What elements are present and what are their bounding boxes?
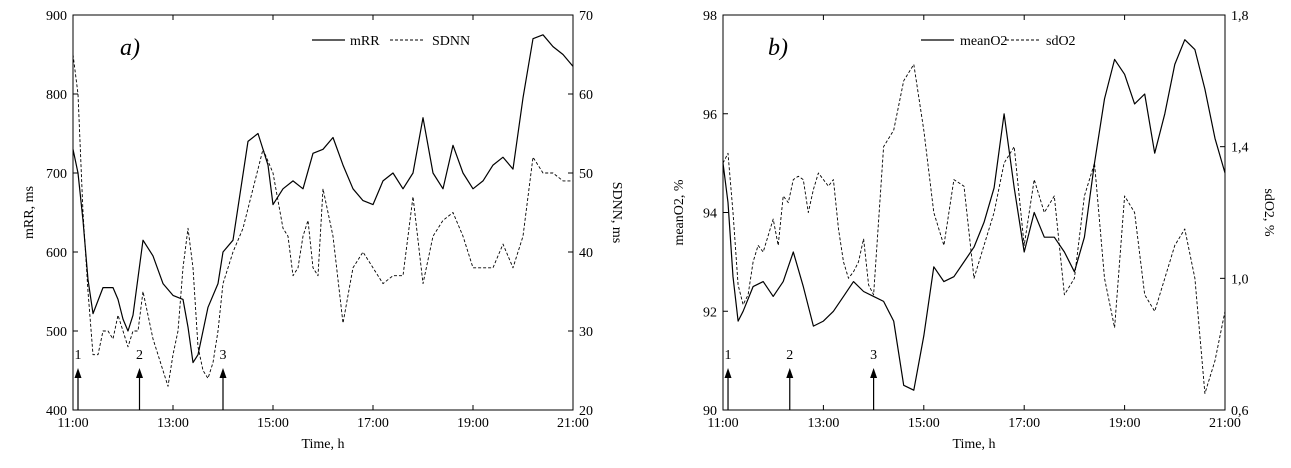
event-arrowhead (786, 368, 794, 378)
event-arrowhead (870, 368, 878, 378)
y2-tick-label: 40 (579, 246, 593, 261)
y2-tick-label: 60 (579, 88, 593, 103)
panel-label: a) (120, 35, 140, 61)
y-tick-label: 600 (46, 246, 67, 261)
x-tick-label: 13:00 (807, 416, 839, 431)
series-line-meanO2 (722, 39, 1226, 391)
y2-tick-label: 70 (579, 9, 593, 24)
y-tick-label: 400 (46, 404, 67, 419)
event-label: 1 (725, 348, 732, 363)
x-tick-label: 11:00 (707, 416, 738, 431)
x-tick-label: 17:00 (357, 416, 389, 431)
x-tick-label: 21:00 (1209, 416, 1241, 431)
legend-label: mRR (350, 34, 380, 49)
x-tick-label: 15:00 (257, 416, 289, 431)
chart-panel-b: 11:00 13:00 15:00 17:00 19:00 21:00 90 92 94 96 98… (672, 9, 1276, 452)
x-axis-label: Time, h (301, 437, 344, 452)
x-tick-label: 11:00 (57, 416, 88, 431)
plot-frame (722, 14, 1226, 411)
legend: mRR SDNN (312, 34, 470, 49)
series-line-mRR (72, 34, 574, 364)
x-axis-label: Time, h (952, 437, 995, 452)
x-tick-label: 19:00 (457, 416, 489, 431)
x-tick-label: 13:00 (157, 416, 189, 431)
legend-label: sdO2 (1046, 34, 1076, 49)
event-label: 3 (870, 348, 877, 363)
y-tick-label: 92 (703, 305, 717, 320)
event-arrowhead (136, 368, 143, 378)
x-tick-label: 21:00 (557, 416, 589, 431)
x-tick-label: 17:00 (1008, 416, 1040, 431)
legend-label: SDNN (432, 34, 470, 49)
y2-tick-label: 0,6 (1231, 404, 1249, 419)
y-tick-label: 700 (46, 167, 67, 182)
event-label: 2 (786, 348, 793, 363)
event-label: 2 (136, 348, 143, 363)
y2-axis-label: sdO2, % (1261, 188, 1276, 237)
y2-tick-label: 30 (579, 325, 593, 340)
y-tick-label: 500 (46, 325, 67, 340)
y-axis-label: mRR, ms (22, 186, 37, 239)
event-arrowhead (74, 368, 82, 378)
y-tick-label: 94 (703, 207, 717, 222)
event-arrowhead (219, 368, 227, 378)
plot-frame (72, 14, 574, 411)
y-axis-label: meanO2, % (672, 179, 687, 245)
y-tick-label: 98 (703, 9, 717, 24)
y2-tick-label: 50 (579, 167, 593, 182)
y-tick-label: 800 (46, 88, 67, 103)
y2-tick-label: 1,8 (1231, 9, 1249, 24)
y2-tick-label: 1,4 (1231, 141, 1249, 156)
y-tick-label: 96 (703, 108, 717, 123)
y2-axis-label: SDNN, ms (609, 182, 624, 243)
event-label: 3 (220, 348, 227, 363)
x-tick-label: 15:00 (908, 416, 940, 431)
event-arrowhead (724, 368, 732, 378)
y-tick-label: 900 (46, 9, 67, 24)
y2-tick-label: 20 (579, 404, 593, 419)
event-label: 1 (75, 348, 82, 363)
y2-tick-label: 1,0 (1231, 272, 1249, 287)
chart-panel-a: 11:00 13:00 15:00 17:00 19:00 21:00 400 500 600 7… (22, 9, 624, 452)
series-line-SDNN (72, 54, 573, 387)
panel-label: b) (768, 35, 788, 61)
series-line-sdO2 (722, 63, 1226, 394)
y-tick-label: 90 (703, 404, 717, 419)
x-tick-label: 19:00 (1109, 416, 1141, 431)
legend-label: meanO2 (960, 34, 1007, 49)
legend: meanO2 sdO2 (921, 34, 1076, 49)
